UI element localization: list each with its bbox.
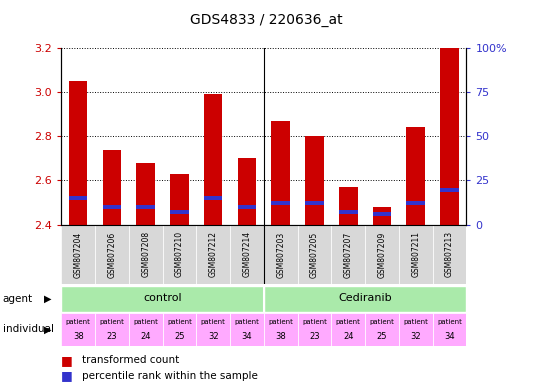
Text: agent: agent <box>3 293 33 304</box>
Bar <box>69 81 87 225</box>
Text: 38: 38 <box>73 332 84 341</box>
Bar <box>230 313 264 346</box>
Bar <box>163 313 196 346</box>
Text: GSM807206: GSM807206 <box>108 231 116 278</box>
Text: 32: 32 <box>410 332 421 341</box>
Bar <box>238 158 256 225</box>
Bar <box>129 313 163 346</box>
Bar <box>196 225 230 284</box>
Bar <box>440 187 459 192</box>
Bar <box>61 286 264 311</box>
Text: control: control <box>143 293 182 303</box>
Bar <box>407 201 425 205</box>
Text: patient: patient <box>133 319 158 325</box>
Bar <box>399 225 433 284</box>
Text: GSM807205: GSM807205 <box>310 231 319 278</box>
Text: 25: 25 <box>174 332 185 341</box>
Text: patient: patient <box>235 319 260 325</box>
Bar <box>103 205 121 209</box>
Text: 23: 23 <box>107 332 117 341</box>
Text: 34: 34 <box>241 332 252 341</box>
Text: patient: patient <box>100 319 124 325</box>
Bar <box>271 201 290 205</box>
Bar <box>264 225 297 284</box>
Text: GSM807208: GSM807208 <box>141 231 150 278</box>
Text: transformed count: transformed count <box>82 355 179 365</box>
Text: patient: patient <box>268 319 293 325</box>
Bar <box>170 210 189 214</box>
Text: patient: patient <box>167 319 192 325</box>
Text: GSM807210: GSM807210 <box>175 231 184 278</box>
Bar <box>163 225 196 284</box>
Text: GDS4833 / 220636_at: GDS4833 / 220636_at <box>190 13 343 27</box>
Bar <box>407 127 425 225</box>
Text: patient: patient <box>336 319 361 325</box>
Bar <box>305 136 324 225</box>
Text: GSM807213: GSM807213 <box>445 231 454 278</box>
Bar <box>196 313 230 346</box>
Text: ▶: ▶ <box>44 293 51 304</box>
Bar <box>373 207 391 225</box>
Bar <box>440 48 459 225</box>
Text: GSM807209: GSM807209 <box>377 231 386 278</box>
Text: 25: 25 <box>377 332 387 341</box>
Text: percentile rank within the sample: percentile rank within the sample <box>82 371 257 381</box>
Bar <box>433 313 466 346</box>
Text: ▶: ▶ <box>44 324 51 334</box>
Text: ■: ■ <box>61 369 73 382</box>
Text: 24: 24 <box>343 332 353 341</box>
Bar <box>95 225 129 284</box>
Text: Cediranib: Cediranib <box>338 293 392 303</box>
Bar <box>305 201 324 205</box>
Text: ■: ■ <box>61 354 73 367</box>
Bar <box>339 187 358 225</box>
Bar <box>264 313 297 346</box>
Text: GSM807204: GSM807204 <box>74 231 83 278</box>
Bar <box>69 196 87 200</box>
Text: GSM807211: GSM807211 <box>411 232 420 277</box>
Text: patient: patient <box>369 319 394 325</box>
Bar <box>365 225 399 284</box>
Bar <box>373 212 391 216</box>
Text: GSM807207: GSM807207 <box>344 231 353 278</box>
Text: 24: 24 <box>140 332 151 341</box>
Text: 34: 34 <box>444 332 455 341</box>
Bar <box>433 225 466 284</box>
Text: GSM807212: GSM807212 <box>209 232 217 277</box>
Bar <box>170 174 189 225</box>
Text: patient: patient <box>437 319 462 325</box>
Bar <box>61 313 95 346</box>
Bar <box>103 149 121 225</box>
Bar <box>339 210 358 214</box>
Bar <box>332 225 365 284</box>
Bar <box>271 121 290 225</box>
Text: 23: 23 <box>309 332 320 341</box>
Bar <box>399 313 433 346</box>
Bar <box>204 94 222 225</box>
Bar <box>136 205 155 209</box>
Bar <box>238 205 256 209</box>
Bar <box>136 163 155 225</box>
Text: patient: patient <box>403 319 428 325</box>
Text: individual: individual <box>3 324 54 334</box>
Text: patient: patient <box>201 319 225 325</box>
Bar <box>129 225 163 284</box>
Text: GSM807214: GSM807214 <box>243 231 252 278</box>
Bar <box>365 313 399 346</box>
Text: GSM807203: GSM807203 <box>276 231 285 278</box>
Text: 32: 32 <box>208 332 219 341</box>
Bar <box>332 313 365 346</box>
Bar <box>61 225 95 284</box>
Bar <box>204 196 222 200</box>
Bar <box>264 286 466 311</box>
Text: patient: patient <box>302 319 327 325</box>
Text: 38: 38 <box>276 332 286 341</box>
Bar <box>297 313 332 346</box>
Bar <box>230 225 264 284</box>
Bar <box>297 225 332 284</box>
Bar <box>95 313 129 346</box>
Text: patient: patient <box>66 319 91 325</box>
